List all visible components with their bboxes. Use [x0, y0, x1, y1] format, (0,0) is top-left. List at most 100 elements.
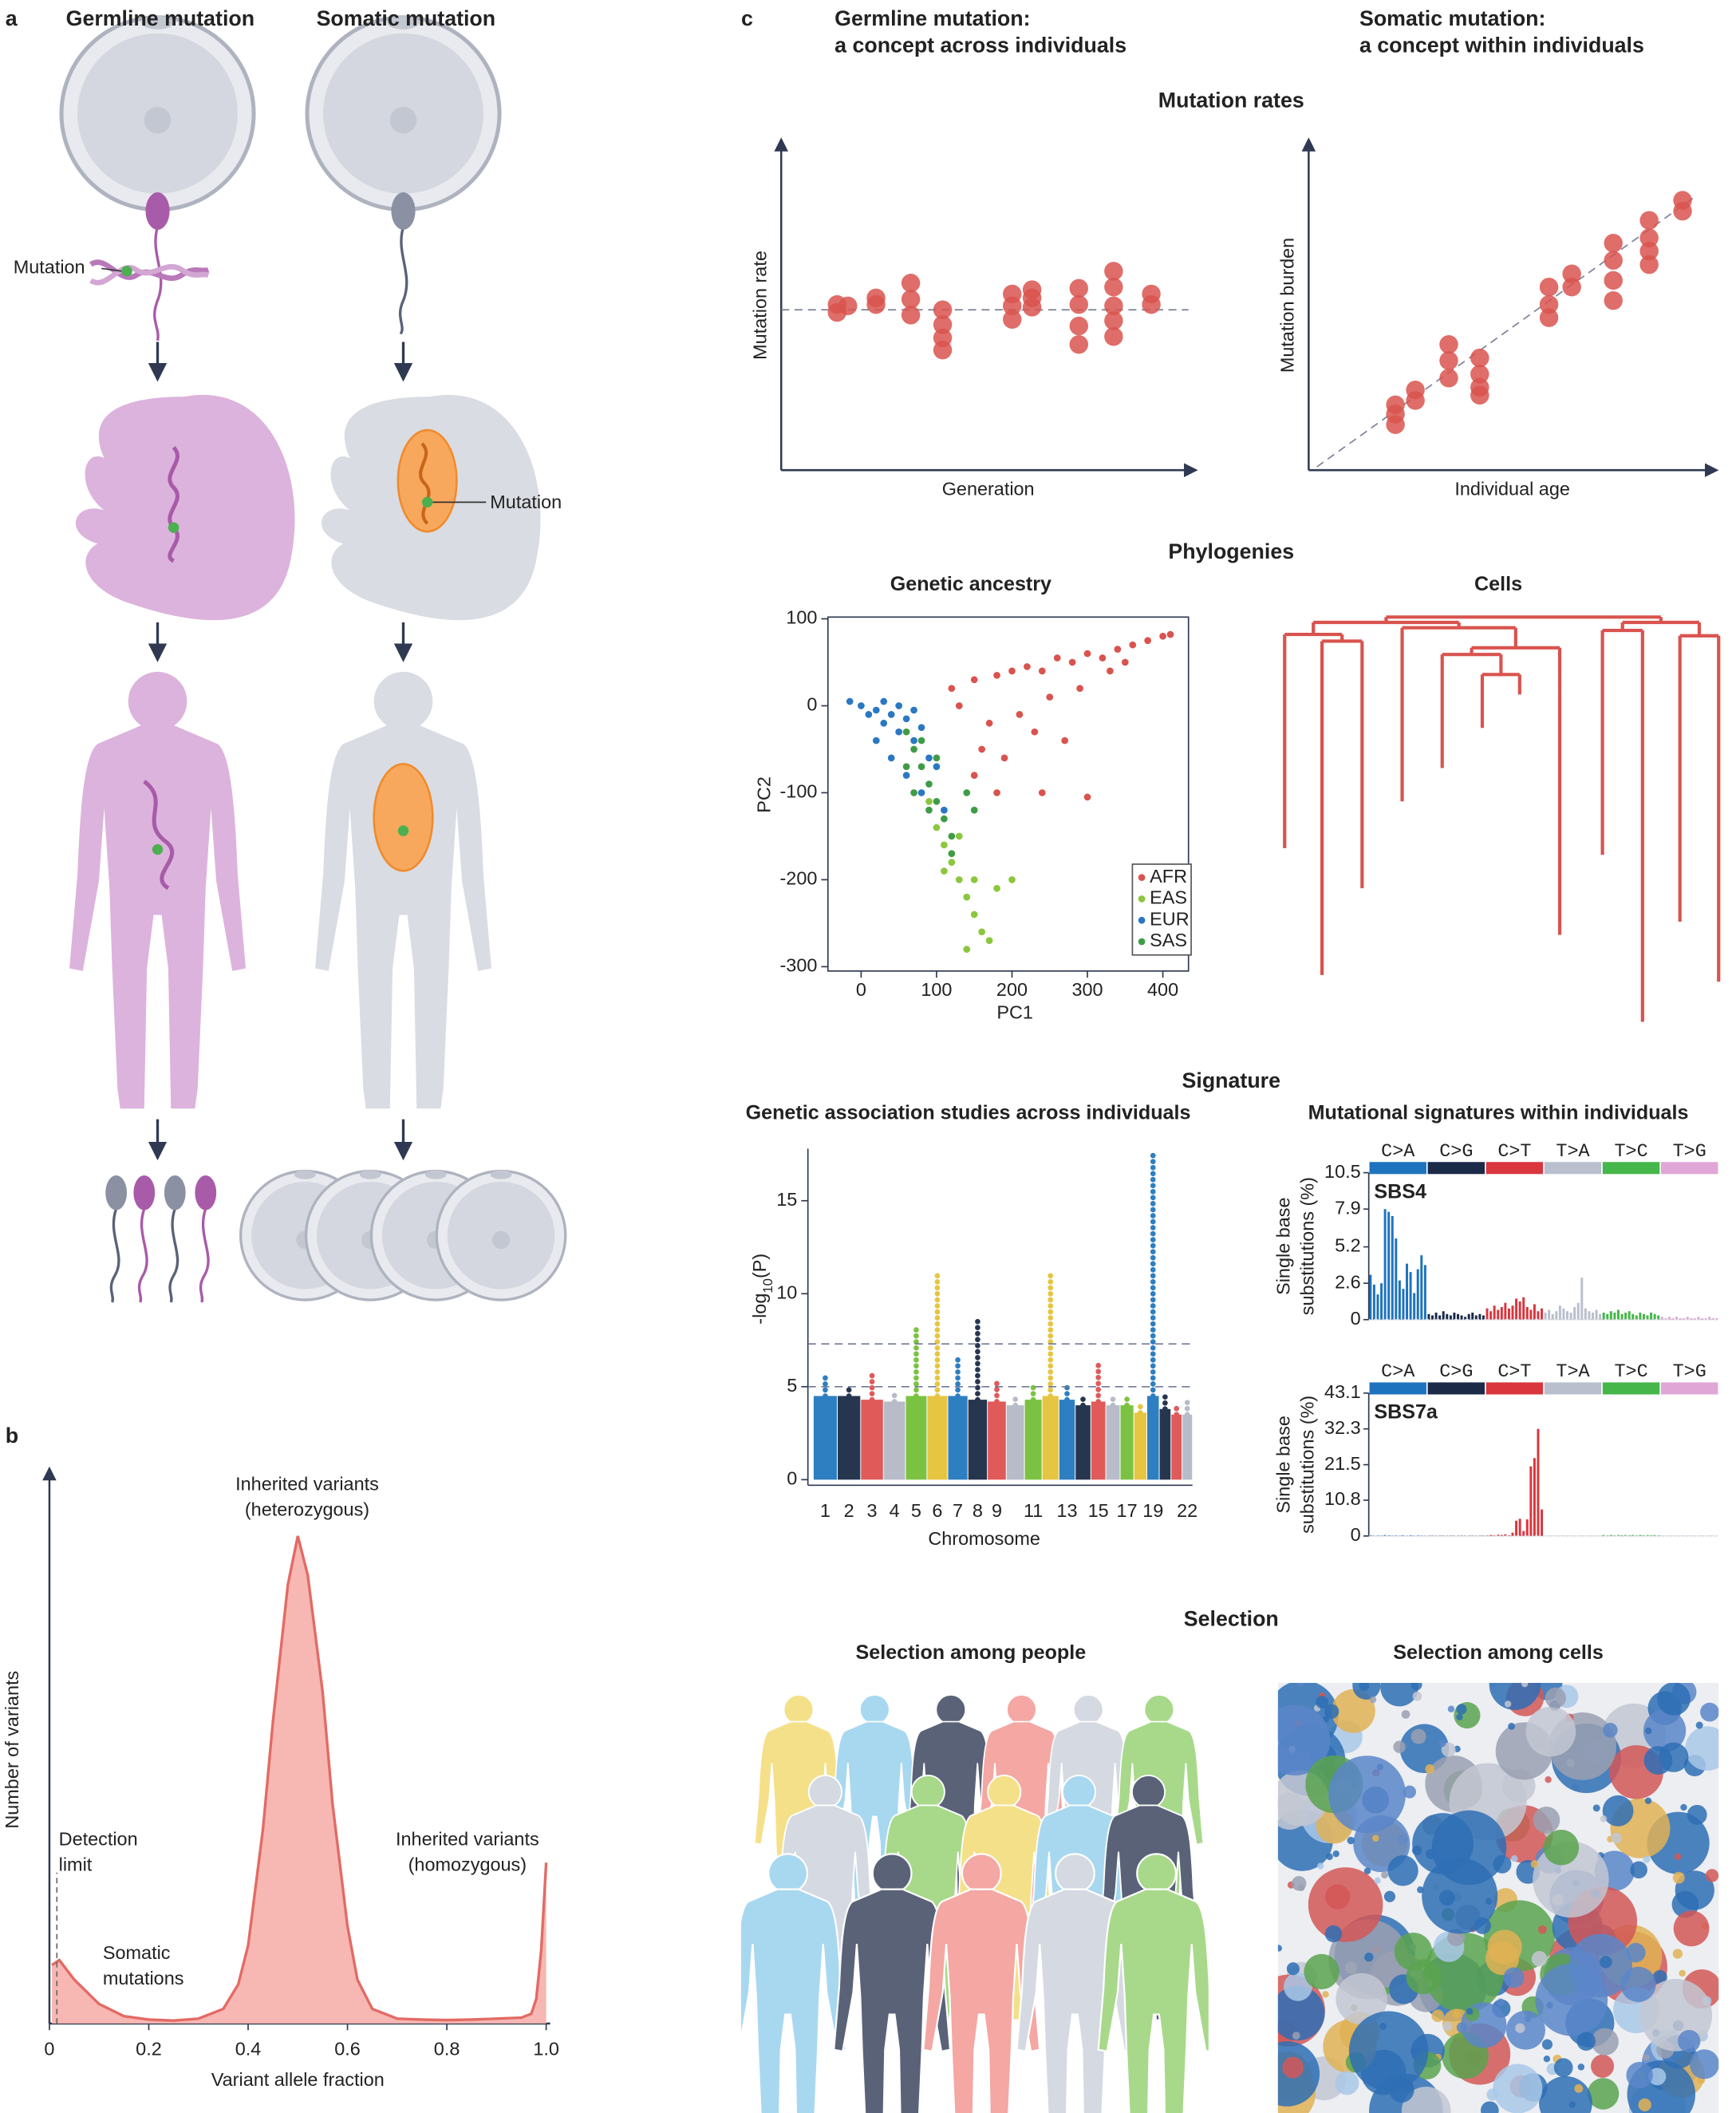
- egg-row: [239, 1168, 567, 1301]
- type-strip: [1369, 1382, 1426, 1395]
- mutation-type: T>A: [1556, 1361, 1590, 1383]
- cell: [1292, 2032, 1300, 2040]
- bar: [1485, 1308, 1489, 1320]
- bar: [1620, 1535, 1624, 1536]
- bar: [1529, 1309, 1533, 1320]
- point: [901, 306, 921, 325]
- annotation: limit: [59, 1854, 93, 1875]
- y-axis-label: PC2: [753, 776, 774, 813]
- x-tick-label: 15: [1088, 1500, 1109, 1521]
- subtitle: Selection among cells: [1393, 1641, 1604, 1664]
- y-axis-label: substitutions (%): [1297, 1396, 1318, 1534]
- y-tick-label: -100: [780, 781, 818, 802]
- sperm-head: [145, 192, 170, 230]
- cell: [1485, 1941, 1520, 1976]
- bulk: [1006, 1405, 1024, 1480]
- y-axis-label: substitutions (%): [1297, 1177, 1318, 1315]
- bar: [1675, 1317, 1679, 1320]
- bar: [1402, 1289, 1405, 1320]
- cell: [1412, 1691, 1422, 1701]
- point: [1639, 255, 1659, 274]
- y-tick-label: -200: [780, 868, 818, 889]
- panel-label: c: [741, 6, 753, 30]
- bar: [1525, 1519, 1529, 1536]
- bar: [1664, 1317, 1667, 1320]
- sperm-tail: [199, 1208, 210, 1303]
- bar: [1635, 1315, 1638, 1320]
- point: [1121, 658, 1129, 666]
- y-tick-label: 21.5: [1324, 1453, 1361, 1474]
- point: [1104, 278, 1123, 297]
- annotation: Inherited variants: [396, 1829, 539, 1850]
- x-tick-label: 0.4: [235, 2039, 262, 2060]
- bar: [1456, 1313, 1459, 1320]
- x-tick-label: 1.0: [533, 2039, 559, 2060]
- y-axis-label: -log10(P): [749, 1254, 775, 1325]
- bar: [1642, 1535, 1645, 1536]
- cell: [1403, 1785, 1417, 1799]
- cell: [1466, 2008, 1474, 2015]
- cell: [1456, 1713, 1463, 1721]
- cell: [1545, 1776, 1552, 1783]
- bar: [1471, 1312, 1474, 1320]
- point: [866, 294, 886, 314]
- point: [985, 937, 993, 945]
- point: [1031, 728, 1039, 736]
- y-tick-label: 5.2: [1335, 1235, 1361, 1256]
- bar: [1609, 1311, 1612, 1320]
- bar: [1515, 1520, 1518, 1536]
- bar: [1595, 1309, 1598, 1320]
- point: [941, 867, 948, 875]
- cell: [1553, 2058, 1573, 2077]
- bar: [1551, 1313, 1554, 1320]
- point: [933, 754, 941, 762]
- annotation: (heterozygous): [245, 1499, 369, 1519]
- cell: [1401, 2086, 1451, 2113]
- cell: [1348, 2011, 1429, 2091]
- legend-label: AFR: [1150, 866, 1187, 887]
- bar: [1708, 1317, 1711, 1320]
- charts: 0 0.2 0.4 0.6 0.8 1.0 Variant allele fraction N…: [2, 137, 1719, 2090]
- point: [1053, 654, 1061, 662]
- mutation-dot: [168, 522, 180, 533]
- x-tick-label: 19: [1142, 1500, 1163, 1521]
- cell: [1568, 1933, 1632, 1997]
- bar: [1642, 1313, 1645, 1320]
- cell: [1521, 1683, 1529, 1688]
- cell: [1410, 1683, 1422, 1691]
- point: [933, 823, 941, 831]
- heading: Somatic mutation: [317, 6, 496, 30]
- cell: [1591, 2028, 1619, 2056]
- point: [1406, 381, 1425, 400]
- cell: [1364, 1953, 1374, 1962]
- mutation-type: C>T: [1497, 1141, 1531, 1163]
- bar: [1372, 1284, 1375, 1320]
- y-axis-label: Number of variants: [2, 1671, 22, 1829]
- chart-title: Genetic association studies across indiv…: [746, 1102, 1191, 1124]
- mutation-type: T>C: [1615, 1141, 1648, 1163]
- cell: [1381, 1871, 1388, 1879]
- cell: [1568, 2101, 1576, 2108]
- cell: [1611, 1832, 1623, 1844]
- bar: [1504, 1302, 1507, 1320]
- cell: [1530, 1860, 1539, 1868]
- y-tick-label: 10.5: [1324, 1161, 1361, 1182]
- bar: [1693, 1317, 1696, 1320]
- bulk: [883, 1401, 905, 1480]
- bulk: [905, 1396, 927, 1480]
- cell: [1574, 2083, 1584, 2093]
- cell: [1322, 1991, 1329, 1998]
- sperm-tail: [153, 227, 163, 342]
- point: [948, 850, 956, 858]
- type-strip: [1602, 1162, 1660, 1175]
- annotation: (homozygous): [408, 1854, 527, 1875]
- mutation-dot: [121, 266, 132, 277]
- cell: [1687, 1804, 1707, 1825]
- bar: [1650, 1535, 1653, 1536]
- cell: [1600, 1815, 1608, 1823]
- x-tick-label: 13: [1056, 1500, 1077, 1521]
- cell: [1525, 1706, 1576, 1757]
- bar: [1442, 1311, 1445, 1320]
- point: [1562, 278, 1581, 297]
- bulk: [948, 1396, 968, 1480]
